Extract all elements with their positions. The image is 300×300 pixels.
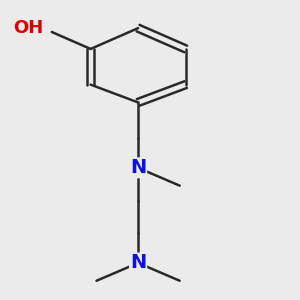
- Text: OH: OH: [13, 19, 43, 37]
- Text: N: N: [130, 254, 146, 272]
- Text: N: N: [130, 158, 146, 177]
